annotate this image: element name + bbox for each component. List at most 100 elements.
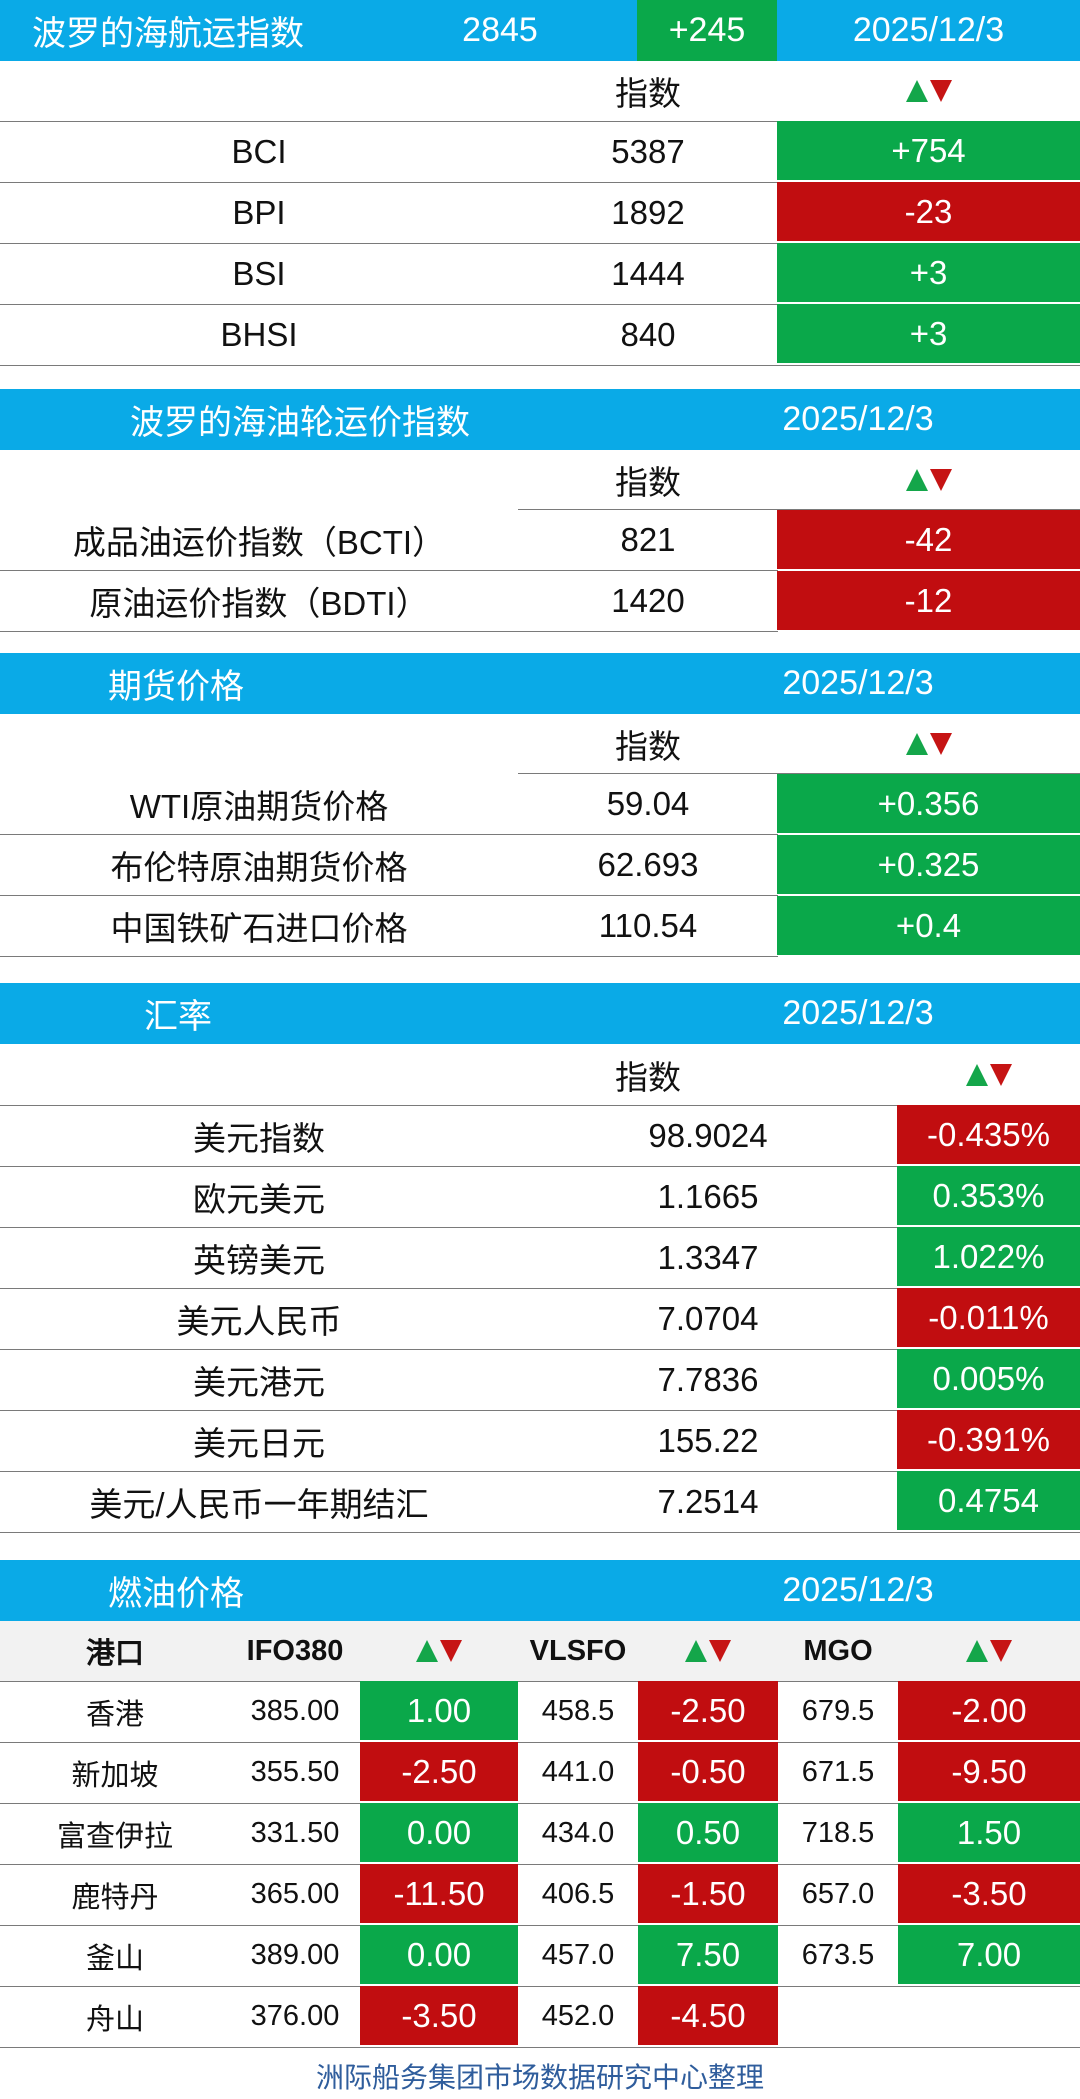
futures-row-change: +0.325: [777, 835, 1080, 894]
up-down-icon: [638, 1621, 778, 1681]
fuel-ifo-price: 376.00: [250, 2000, 340, 2032]
bdi-row-value: 1444: [611, 254, 685, 292]
fx-column-header: 指数: [0, 1044, 1080, 1106]
fuel-ifo-change: 0.00: [360, 1925, 518, 1984]
fuel-ifo-price: 331.50: [250, 1817, 340, 1849]
tanker-row-value: 821: [518, 510, 778, 571]
futures-row-value: 110.54: [518, 896, 778, 957]
futures-row: 布伦特原油期货价格 62.693 +0.325: [0, 835, 1080, 896]
fuel-mgo-change: -9.50: [898, 1742, 1080, 1801]
fuel-mgo-label: MGO: [803, 1634, 873, 1667]
bdi-row-change: -23: [777, 182, 1080, 241]
tanker-row: 原油运价指数（BDTI） 1420 -12: [0, 571, 1080, 632]
futures-index-label: 指数: [518, 714, 778, 774]
futures-row-value: 62.693: [518, 835, 778, 896]
fx-row-name: 美元人民币: [176, 1302, 342, 1340]
fx-row-value: 155.22: [657, 1421, 759, 1459]
fuel-ifo-change: -3.50: [360, 1986, 518, 2045]
fuel-row: 舟山 376.00 -3.50 452.0 -4.50: [0, 1986, 1080, 2048]
fx-row: 英镑美元 1.3347 1.022%: [0, 1227, 1080, 1289]
fuel-column-header: 港口 IFO380 VLSFO MGO: [0, 1621, 1080, 1682]
futures-title: 期货价格: [108, 668, 244, 706]
fuel-port: 富查伊拉: [56, 1820, 173, 1853]
fuel-port: 鹿特丹: [71, 1881, 159, 1914]
fx-row-change: 0.353%: [897, 1166, 1080, 1225]
fuel-ifo-label: IFO380: [246, 1634, 344, 1667]
fuel-vlsfo-price: 441.0: [541, 1756, 615, 1788]
fuel-vlsfo-change: -2.50: [638, 1681, 778, 1740]
bdi-row: BCI 5387 +754: [0, 121, 1080, 183]
bdi-date: 2025/12/3: [852, 11, 1005, 49]
fuel-vlsfo-change: 0.50: [638, 1803, 778, 1862]
futures-row-change: +0.4: [777, 896, 1080, 955]
up-down-icon: [897, 1044, 1080, 1105]
bdi-column-header: 指数: [0, 61, 1080, 122]
fuel-title: 燃油价格: [108, 1575, 244, 1613]
fuel-vlsfo-price: 434.0: [541, 1817, 615, 1849]
fuel-ifo-price: 365.00: [250, 1878, 340, 1910]
bdi-row-name: BSI: [232, 254, 286, 292]
bdi-row: BHSI 840 +3: [0, 304, 1080, 366]
fuel-date: 2025/12/3: [782, 1571, 934, 1609]
fx-row-name: 美元/人民币一年期结汇: [89, 1485, 429, 1523]
fx-row-value: 7.0704: [657, 1299, 759, 1337]
futures-row-change: +0.356: [777, 774, 1080, 833]
fuel-vlsfo-change: -0.50: [638, 1742, 778, 1801]
futures-row-name: 布伦特原油期货价格: [0, 835, 518, 896]
bdi-row-change: +3: [777, 304, 1080, 363]
bdi-row-value: 840: [620, 315, 676, 353]
fuel-mgo-change: 1.50: [898, 1803, 1080, 1862]
fx-row-value: 1.1665: [657, 1177, 759, 1215]
fuel-port-label: 港口: [85, 1638, 144, 1670]
fuel-port: 香港: [85, 1698, 144, 1731]
bdi-index-label: 指数: [615, 75, 681, 112]
tanker-row-value: 1420: [518, 571, 778, 632]
tanker-index-label: 指数: [518, 450, 778, 510]
fuel-mgo-price: 673.5: [801, 1939, 875, 1971]
fuel-vlsfo-label: VLSFO: [529, 1634, 627, 1667]
bdi-row-name: BCI: [231, 132, 287, 170]
fx-header: 汇率 2025/12/3: [0, 983, 1080, 1044]
tanker-row: 成品油运价指数（BCTI） 821 -42: [0, 510, 1080, 571]
up-down-icon: [777, 450, 1080, 510]
fx-title: 汇率: [144, 998, 212, 1036]
fuel-ifo-change: -11.50: [360, 1864, 518, 1923]
fuel-vlsfo-change: -4.50: [638, 1986, 778, 2045]
fuel-mgo-change: -3.50: [898, 1864, 1080, 1923]
futures-row-name: WTI原油期货价格: [0, 774, 518, 835]
fx-row: 美元日元 155.22 -0.391%: [0, 1410, 1080, 1472]
fx-row-change: -0.391%: [897, 1410, 1080, 1469]
bdi-title: 波罗的海航运指数: [32, 15, 304, 53]
bdi-row-name: BPI: [232, 193, 286, 231]
fuel-port: 舟山: [85, 2003, 144, 2036]
fx-row-name: 美元日元: [193, 1424, 325, 1462]
fuel-row: 富查伊拉 331.50 0.00 434.0 0.50 718.5 1.50: [0, 1803, 1080, 1865]
tanker-title: 波罗的海油轮运价指数: [130, 404, 470, 442]
bdi-row-value: 1892: [611, 193, 685, 231]
fuel-mgo-change: -2.00: [898, 1681, 1080, 1740]
fx-row: 美元指数 98.9024 -0.435%: [0, 1105, 1080, 1167]
fx-row-change: -0.011%: [897, 1288, 1080, 1347]
fuel-mgo-price: [778, 1986, 898, 2047]
futures-row-name: 中国铁矿石进口价格: [0, 896, 518, 957]
up-down-icon: [777, 61, 1080, 121]
fuel-vlsfo-price: 458.5: [541, 1695, 615, 1727]
fuel-row: 釜山 389.00 0.00 457.0 7.50 673.5 7.00: [0, 1925, 1080, 1987]
fuel-mgo-price: 657.0: [801, 1878, 875, 1910]
fx-row: 美元/人民币一年期结汇 7.2514 0.4754: [0, 1471, 1080, 1533]
bdi-row-change: +754: [777, 121, 1080, 180]
fuel-ifo-price: 389.00: [250, 1939, 340, 1971]
fuel-mgo-price: 671.5: [801, 1756, 875, 1788]
fuel-mgo-change: 7.00: [898, 1925, 1080, 1984]
bdi-row-change: +3: [777, 243, 1080, 302]
fuel-vlsfo-change: -1.50: [638, 1864, 778, 1923]
fx-index-label: 指数: [615, 1058, 681, 1096]
futures-row-value: 59.04: [518, 774, 778, 835]
fuel-ifo-price: 355.50: [250, 1756, 340, 1788]
fuel-vlsfo-price: 452.0: [541, 2000, 615, 2032]
tanker-column-header: 指数: [0, 450, 1080, 510]
bdi-row-name: BHSI: [220, 315, 298, 353]
tanker-row-name: 原油运价指数（BDTI）: [0, 571, 518, 632]
fx-row: 美元港元 7.7836 0.005%: [0, 1349, 1080, 1411]
fuel-port: 釜山: [85, 1942, 144, 1975]
